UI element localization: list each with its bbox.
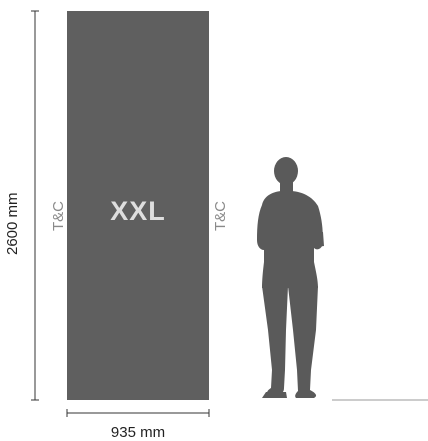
height-dimension-label: 2600 mm: [4, 192, 21, 255]
tc-label-right: T&C: [212, 201, 229, 231]
panel-size-label: XXL: [110, 196, 166, 226]
standing-person-silhouette-icon: [257, 157, 324, 398]
tc-label-left: T&C: [50, 201, 67, 231]
banner-panel: [67, 11, 209, 400]
width-dimension-label: 935 mm: [110, 424, 166, 441]
